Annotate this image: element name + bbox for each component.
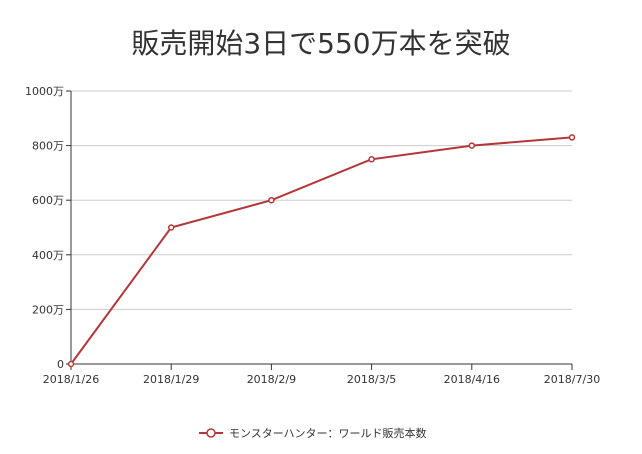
x-tick-label: 2018/1/29	[143, 373, 199, 386]
data-point[interactable]	[167, 224, 175, 231]
series-layer	[67, 134, 576, 368]
x-tick-label: 2018/3/5	[347, 373, 396, 386]
y-tick-label: 800万	[32, 140, 64, 153]
legend-marker-swatch	[206, 428, 216, 438]
data-point[interactable]	[468, 142, 476, 149]
y-tick-label: 600万	[32, 194, 64, 207]
x-tick-label: 2018/2/9	[247, 373, 296, 386]
data-point[interactable]	[67, 360, 75, 368]
y-tick-label: 400万	[32, 249, 64, 262]
axes: 0 200万 400万 600万 800万 1000万 2018/1/26 2018/1/29…	[25, 85, 600, 386]
data-point[interactable]	[268, 196, 275, 204]
data-point[interactable]	[568, 134, 576, 141]
data-point[interactable]	[368, 156, 375, 163]
y-tick-label: 1000万	[25, 85, 64, 98]
grid	[71, 90, 572, 310]
x-tick-label: 2018/4/16	[444, 373, 500, 386]
chart-title: 販売開始3日で550万本を突破	[131, 27, 510, 60]
y-tick-label: 200万	[32, 303, 64, 316]
legend-label: モンスターハンター：ワールド販売本数	[229, 426, 427, 440]
x-tick-label: 2018/7/30	[544, 373, 600, 386]
y-tick-label: 0	[57, 358, 64, 371]
series-line	[70, 136, 573, 365]
legend[interactable]: モンスターハンター：ワールド販売本数	[199, 426, 427, 440]
x-tick-label: 2018/1/26	[43, 373, 99, 386]
